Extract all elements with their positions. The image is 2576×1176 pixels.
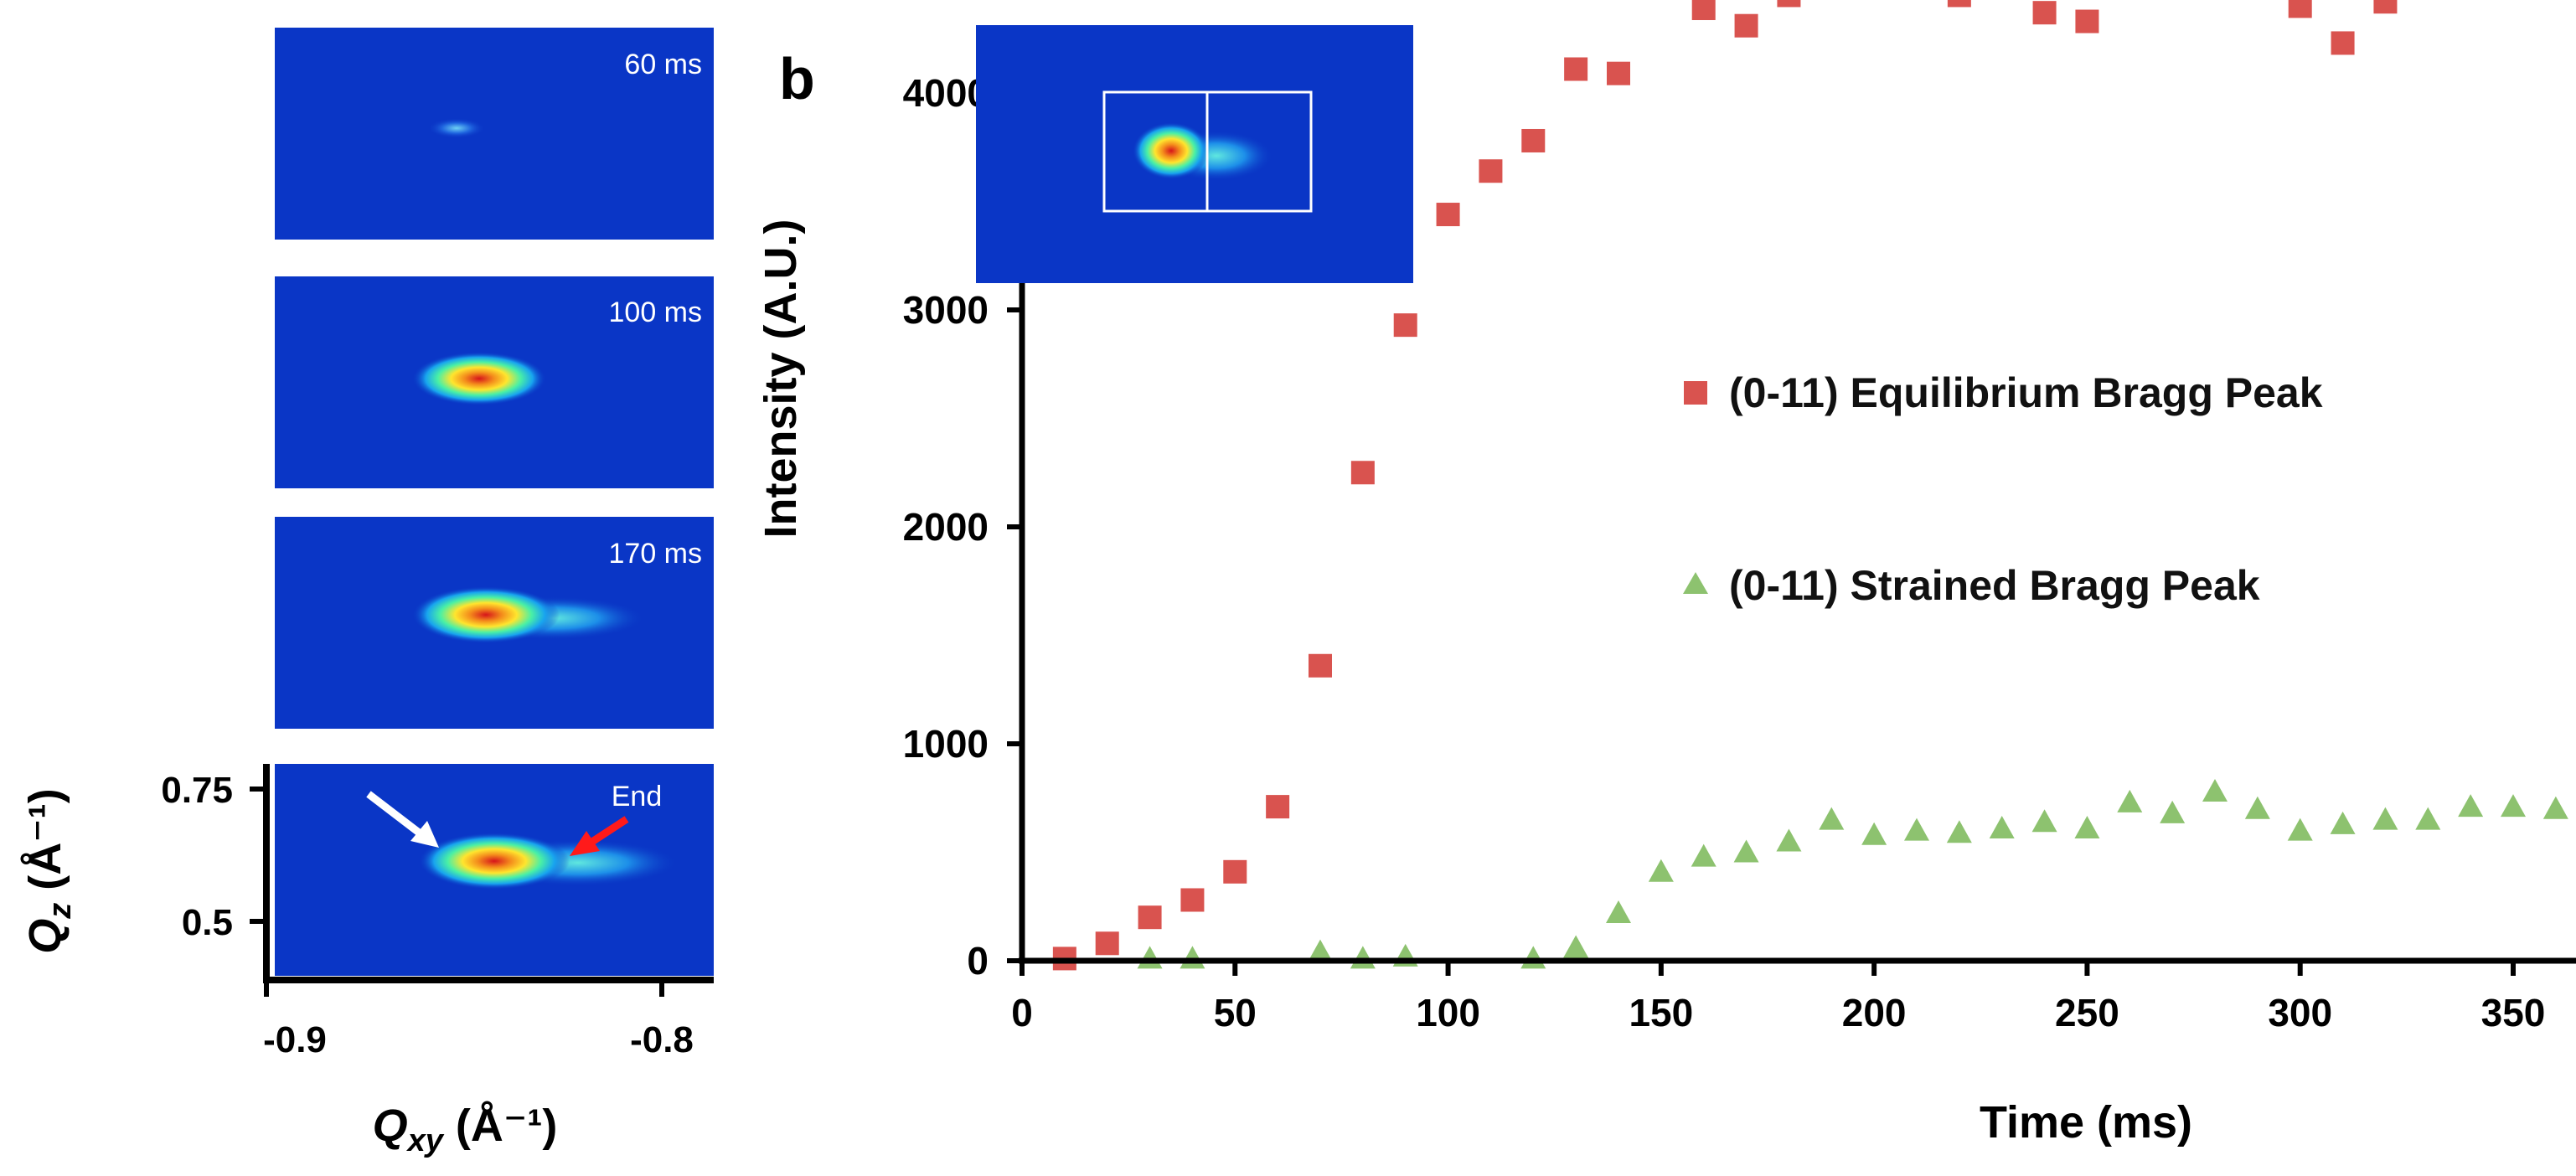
panel-b-label: b — [779, 46, 815, 111]
legend-marker-strained — [1683, 572, 1708, 594]
strained-point — [1180, 946, 1205, 969]
strained-point — [1946, 820, 1972, 843]
plot-area — [1052, 0, 2568, 971]
heatmap-frame-100ms: 100 ms — [275, 276, 714, 488]
strained-point — [2287, 818, 2313, 841]
equilibrium-point — [1180, 888, 1205, 912]
x-tick-label: 50 — [1214, 991, 1257, 1034]
equilibrium-point — [1521, 128, 1546, 152]
frame-end-label: End — [612, 781, 663, 812]
y-axis-label: Intensity (A.U.) — [756, 219, 806, 538]
strained-point — [1904, 818, 1929, 841]
y-tick-label: 0 — [967, 939, 989, 983]
x-tick-label: 300 — [2268, 991, 2332, 1034]
panel-a-xtick: -0.9 — [263, 1019, 327, 1060]
strained-point — [1563, 935, 1589, 958]
y-tick-label: 2000 — [903, 505, 989, 549]
equilibrium-point — [2075, 9, 2099, 34]
strained-point — [2074, 816, 2100, 839]
strained-point — [2542, 796, 2568, 819]
strained-point — [1819, 807, 1845, 830]
strained-point — [2202, 778, 2228, 802]
equilibrium-point — [1691, 0, 1716, 20]
heatmap-frame-end: End — [275, 764, 714, 976]
strained-point — [2117, 789, 2143, 812]
x-tick-label: 250 — [2055, 991, 2119, 1034]
equilibrium-point — [1266, 795, 1290, 819]
frame-time-label: 60 ms — [624, 49, 702, 80]
heatmap-frame-170ms: 170 ms — [275, 517, 714, 729]
strained-point — [2501, 794, 2526, 818]
equilibrium-point — [1436, 203, 1460, 227]
equilibrium-point — [1734, 13, 1758, 38]
equilibrium-point — [1223, 859, 1247, 884]
strained-series — [1137, 778, 2568, 969]
equilibrium-point — [2288, 0, 2312, 18]
strained-point — [1308, 939, 1333, 962]
strained-point — [2330, 811, 2356, 834]
strained-point — [1861, 822, 1887, 845]
equilibrium-point — [1479, 159, 1503, 183]
panel-a: a 60 ms 100 ms 170 ms End — [20, 28, 714, 1158]
panel-a-axes: 0.75 0.5 -0.9 -0.8 Qz (Å⁻¹) Qxy (Å⁻¹) — [20, 764, 714, 1158]
panel-a-xtick: -0.8 — [630, 1019, 694, 1060]
strained-point — [2458, 794, 2484, 818]
strained-point — [2244, 796, 2270, 819]
equilibrium-point — [2373, 0, 2398, 14]
red-arrow-icon — [570, 816, 629, 856]
panel-a-ylabel: Qz (Å⁻¹) — [20, 788, 78, 953]
heatmap-frame-60ms: 60 ms — [275, 28, 714, 240]
strained-point — [1691, 843, 1716, 867]
equilibrium-point — [1095, 931, 1119, 956]
equilibrium-point — [1350, 461, 1375, 485]
panel-a-ytick: 0.5 — [182, 902, 233, 943]
equilibrium-point — [1393, 313, 1417, 338]
y-tick-label: 1000 — [903, 722, 989, 766]
strained-point — [2415, 807, 2441, 830]
y-tick-label: 3000 — [903, 288, 989, 332]
equilibrium-point — [1607, 61, 1630, 85]
white-arrow-icon — [366, 791, 439, 848]
x-tick-label: 100 — [1416, 991, 1480, 1034]
x-axis-label: Time (ms) — [1980, 1097, 2192, 1148]
equilibrium-point — [1138, 905, 1162, 930]
equilibrium-point — [1777, 0, 1801, 8]
equilibrium-point — [1947, 0, 1971, 8]
strained-point — [1776, 828, 1802, 852]
strained-point — [2160, 800, 2186, 823]
equilibrium-point — [2331, 31, 2355, 55]
legend-label-strained: (0-11) Strained Bragg Peak — [1729, 562, 2260, 609]
x-tick-label: 200 — [1842, 991, 1907, 1034]
y-tick-label: 4000 — [903, 71, 989, 115]
panel-a-xlabel: Qxy (Å⁻¹) — [373, 1101, 558, 1158]
equilibrium-point — [2032, 1, 2057, 25]
strained-point — [1606, 900, 1631, 924]
inset-heatmap — [976, 25, 1413, 283]
strained-point — [1733, 839, 1759, 863]
strained-point — [2031, 809, 2057, 833]
strained-point — [1648, 859, 1674, 882]
equilibrium-point — [1309, 653, 1332, 678]
strained-point — [1137, 946, 1163, 969]
legend: (0-11) Equilibrium Bragg Peak (0-11) Str… — [1683, 369, 2323, 609]
strained-point — [1520, 946, 1546, 969]
equilibrium-series — [1052, 0, 2398, 971]
x-tick-label: 0 — [1011, 991, 1033, 1034]
equilibrium-point — [1564, 57, 1588, 81]
frame-time-label: 100 ms — [609, 297, 703, 328]
legend-marker-equilibrium — [1684, 381, 1707, 405]
strained-point — [2372, 807, 2398, 830]
x-tick-label: 350 — [2481, 991, 2546, 1034]
x-tick-label: 150 — [1629, 991, 1693, 1034]
legend-label-equilibrium: (0-11) Equilibrium Bragg Peak — [1729, 369, 2323, 416]
strained-point — [1989, 816, 2015, 839]
strained-point — [1350, 946, 1376, 969]
frame-time-label: 170 ms — [609, 538, 703, 570]
panel-a-ytick: 0.75 — [161, 770, 233, 811]
